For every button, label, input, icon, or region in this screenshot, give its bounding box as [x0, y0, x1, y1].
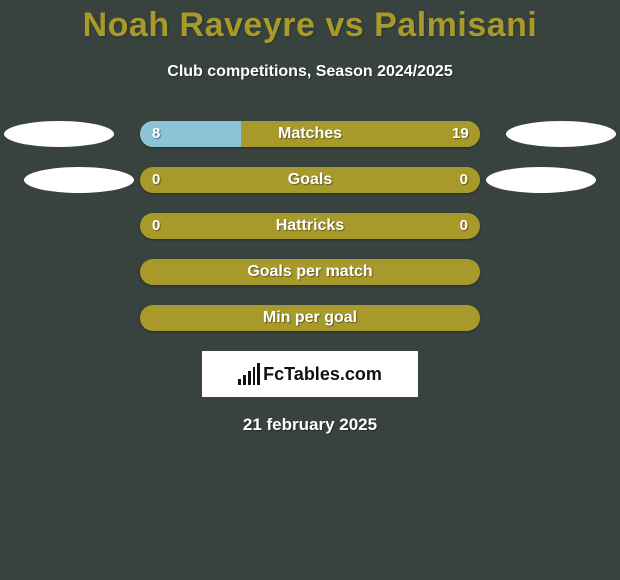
stat-label: Matches — [140, 121, 480, 147]
stat-label: Hattricks — [140, 213, 480, 239]
stat-row: Matches8 19 — [0, 121, 620, 147]
title-vs: vs — [325, 6, 364, 44]
source-badge: FcTables.com — [202, 351, 418, 397]
stat-value-right: 0 — [440, 213, 480, 239]
bar-chart-icon — [238, 363, 260, 385]
stat-bar: Min per goal — [140, 305, 480, 331]
stat-value-right: 19 — [440, 121, 480, 147]
stat-row: Min per goal — [0, 305, 620, 331]
subtitle: Club competitions, Season 2024/2025 — [0, 63, 620, 81]
stat-value-left: 0 — [140, 167, 180, 193]
date-text: 21 february 2025 — [0, 415, 620, 435]
page-title: Noah Raveyre vs Palmisani — [0, 6, 620, 45]
stat-label: Min per goal — [140, 305, 480, 331]
club-badge-left — [4, 121, 114, 147]
stat-value-left: 0 — [140, 213, 180, 239]
badge-text: FcTables.com — [263, 364, 382, 385]
stat-label: Goals — [140, 167, 480, 193]
club-badge-right — [506, 121, 616, 147]
stat-value-right: 0 — [440, 167, 480, 193]
player-left-name: Noah Raveyre — [83, 6, 316, 44]
stat-row: Goals per match — [0, 259, 620, 285]
stat-value-left: 8 — [140, 121, 180, 147]
stat-label: Goals per match — [140, 259, 480, 285]
comparison-infographic: Noah Raveyre vs Palmisani Club competiti… — [0, 0, 620, 580]
stat-row: Hattricks0 0 — [0, 213, 620, 239]
player-right-name: Palmisani — [374, 6, 537, 44]
stat-bar: Goals — [140, 167, 480, 193]
stat-rows: Matches819Goals00Hattricks00Goals per ma… — [0, 121, 620, 331]
stat-bar: Matches — [140, 121, 480, 147]
stat-bar: Goals per match — [140, 259, 480, 285]
stat-bar: Hattricks — [140, 213, 480, 239]
stat-row: Goals0 0 — [0, 167, 620, 193]
club-badge-right — [486, 167, 596, 193]
club-badge-left — [24, 167, 134, 193]
